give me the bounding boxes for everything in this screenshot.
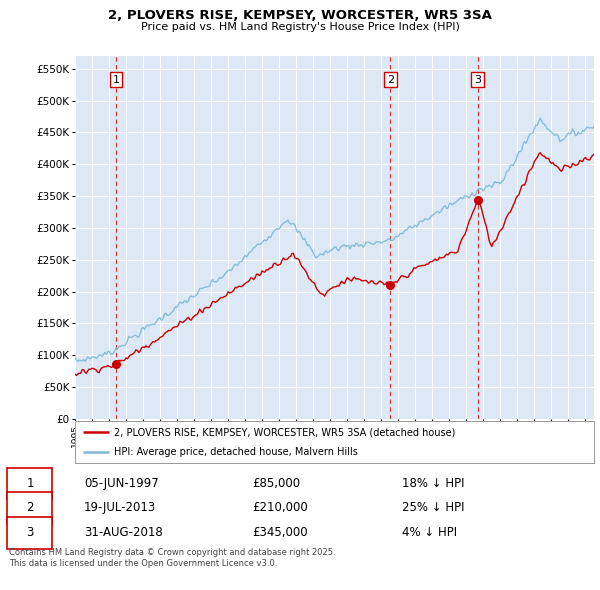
Text: HPI: Average price, detached house, Malvern Hills: HPI: Average price, detached house, Malv… [114,447,358,457]
Text: 19-JUL-2013: 19-JUL-2013 [84,502,156,514]
Text: £210,000: £210,000 [252,502,308,514]
Text: 18% ↓ HPI: 18% ↓ HPI [402,477,464,490]
Text: 2: 2 [387,75,394,84]
FancyBboxPatch shape [7,517,52,549]
Text: £85,000: £85,000 [252,477,300,490]
Text: 31-AUG-2018: 31-AUG-2018 [84,526,163,539]
Text: 05-JUN-1997: 05-JUN-1997 [84,477,159,490]
Text: 25% ↓ HPI: 25% ↓ HPI [402,502,464,514]
Text: 3: 3 [474,75,481,84]
Text: 2: 2 [26,502,34,514]
Text: Price paid vs. HM Land Registry's House Price Index (HPI): Price paid vs. HM Land Registry's House … [140,22,460,32]
FancyBboxPatch shape [7,492,52,523]
Text: £345,000: £345,000 [252,526,308,539]
Text: 2, PLOVERS RISE, KEMPSEY, WORCESTER, WR5 3SA (detached house): 2, PLOVERS RISE, KEMPSEY, WORCESTER, WR5… [114,427,455,437]
Text: Contains HM Land Registry data © Crown copyright and database right 2025.
This d: Contains HM Land Registry data © Crown c… [9,548,335,568]
Text: 1: 1 [26,477,34,490]
Text: 3: 3 [26,526,34,539]
Text: 4% ↓ HPI: 4% ↓ HPI [402,526,457,539]
FancyBboxPatch shape [7,468,52,499]
Text: 2, PLOVERS RISE, KEMPSEY, WORCESTER, WR5 3SA: 2, PLOVERS RISE, KEMPSEY, WORCESTER, WR5… [108,9,492,22]
Text: 1: 1 [113,75,119,84]
